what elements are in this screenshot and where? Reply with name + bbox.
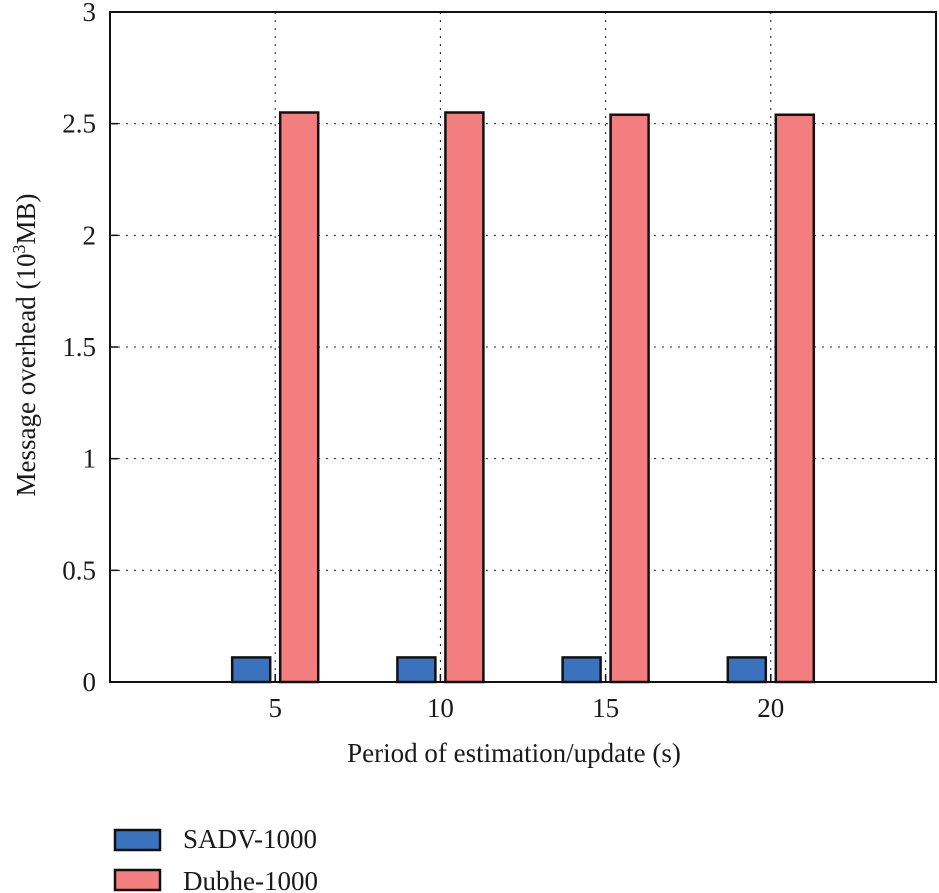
y-tick-label: 3	[83, 0, 97, 27]
bar-dubhe-1000-10	[444, 111, 485, 684]
x-axis-label: Period of estimation/update (s)	[347, 738, 681, 768]
y-tick-label: 1.5	[62, 332, 96, 362]
legend: SADV-1000 Dubhe-1000	[113, 824, 318, 893]
x-tick-label: 15	[592, 693, 619, 723]
y-axis-ticks: 0 0.5 1 1.5 2 2.5 3	[62, 0, 118, 697]
bar-dubhe-1000-20	[774, 113, 816, 684]
legend-label-sadv: SADV-1000	[183, 824, 317, 854]
x-tick-label: 10	[427, 693, 454, 723]
bars	[230, 111, 816, 684]
legend-swatch-dubhe	[113, 868, 162, 892]
y-axis-label-exponent: 3	[9, 245, 29, 254]
y-tick-label: 1	[83, 444, 97, 474]
legend-swatch-sadv	[113, 828, 162, 852]
y-tick-label: 0.5	[62, 555, 96, 585]
bar-sadv-1000-15	[561, 656, 602, 684]
y-tick-label: 2.5	[62, 109, 96, 139]
y-tick-label: 2	[83, 220, 97, 250]
x-axis-ticks: 5 10 15 20	[268, 674, 784, 723]
y-axis-label: Message overhead (103MB)	[9, 194, 41, 497]
bar-sadv-1000-5	[230, 656, 272, 684]
bar-sadv-1000-10	[396, 656, 437, 684]
legend-label-dubhe: Dubhe-1000	[183, 866, 318, 893]
x-tick-label: 20	[757, 693, 784, 723]
y-tick-label: 0	[83, 667, 97, 697]
y-axis-label-unit: MB)	[11, 194, 41, 245]
x-tick-label: 5	[268, 693, 282, 723]
bar-dubhe-1000-5	[278, 111, 320, 684]
bar-sadv-1000-20	[726, 656, 768, 684]
y-axis-label-main: Message overhead (10	[11, 254, 41, 497]
bar-dubhe-1000-15	[609, 113, 650, 684]
